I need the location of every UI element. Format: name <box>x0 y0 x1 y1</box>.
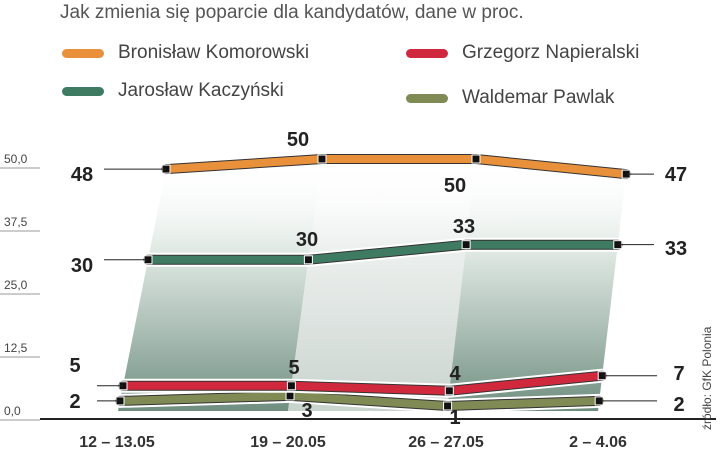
legend-item-kaczynski: Jarosław Kaczyński <box>62 80 284 102</box>
data-label: 4 <box>449 363 461 385</box>
x-tick-label: 19 – 20.05 <box>250 434 326 451</box>
y-tick-label: 50,0 <box>4 152 28 166</box>
background-band <box>447 159 628 411</box>
source-note: źródło: GfK Polonia <box>700 326 714 430</box>
legend-swatch-komorowski <box>62 48 104 58</box>
legend-swatch-pawlak <box>406 93 448 103</box>
background-band <box>118 159 322 411</box>
data-label: 48 <box>71 164 93 186</box>
series-line <box>162 155 631 179</box>
data-point-marker <box>317 154 327 164</box>
legend-swatch-napieralski <box>406 48 448 58</box>
y-tick-label: 0,0 <box>4 404 21 418</box>
data-label: 5 <box>69 355 80 377</box>
x-tick-label: 26 – 27.05 <box>408 434 484 451</box>
data-label: 33 <box>665 238 687 260</box>
x-tick-label: 12 – 13.05 <box>79 434 155 451</box>
data-label: 30 <box>296 229 318 251</box>
data-label: 50 <box>444 175 466 197</box>
legend-swatch-kaczynski <box>62 86 104 96</box>
data-label: 7 <box>673 363 684 385</box>
data-label: 47 <box>665 164 687 186</box>
data-point-marker <box>471 154 481 164</box>
series-line <box>116 391 604 410</box>
y-tick-label: 12,5 <box>4 341 28 355</box>
series-line <box>144 240 622 264</box>
background-band <box>288 159 476 411</box>
data-label: 5 <box>288 357 299 379</box>
legend-item-komorowski: Bronisław Komorowski <box>62 42 309 64</box>
series-line <box>119 371 607 395</box>
y-tick-label: 37,5 <box>4 215 28 229</box>
data-label: 2 <box>673 394 684 416</box>
data-point-marker <box>286 381 296 391</box>
data-label: 30 <box>71 255 93 277</box>
data-point-marker <box>285 391 295 401</box>
data-label: 3 <box>301 400 312 422</box>
data-point-marker <box>444 386 454 396</box>
data-label: 33 <box>453 216 475 238</box>
background-bands <box>118 159 628 411</box>
data-label: 50 <box>287 129 309 151</box>
legend-item-napieralski: Grzegorz Napieralski <box>406 42 639 64</box>
data-label: 1 <box>449 407 460 429</box>
chart-title: Jak zmienia się poparcie dla kandydatów,… <box>60 2 524 23</box>
series-lines <box>113 152 634 413</box>
legend-label-komorowski: Bronisław Komorowski <box>118 42 310 63</box>
data-point-marker <box>461 240 471 250</box>
y-tick-label: 25,0 <box>4 278 28 292</box>
legend-label-napieralski: Grzegorz Napieralski <box>462 42 640 63</box>
legend-label-kaczynski: Jarosław Kaczyński <box>118 80 284 101</box>
legend-label-pawlak: Waldemar Pawlak <box>462 87 615 108</box>
data-point-marker <box>303 255 313 265</box>
y-axis: 0,0 12,5 25,0 37,5 50,0 <box>0 152 716 421</box>
legend-item-pawlak: Waldemar Pawlak <box>406 87 614 109</box>
data-point-marker <box>443 401 453 411</box>
x-axis: 12 – 13.05 19 – 20.05 26 – 27.05 2 – 4.06 <box>79 434 627 451</box>
data-label: 2 <box>69 391 80 413</box>
x-tick-label: 2 – 4.06 <box>569 434 627 451</box>
